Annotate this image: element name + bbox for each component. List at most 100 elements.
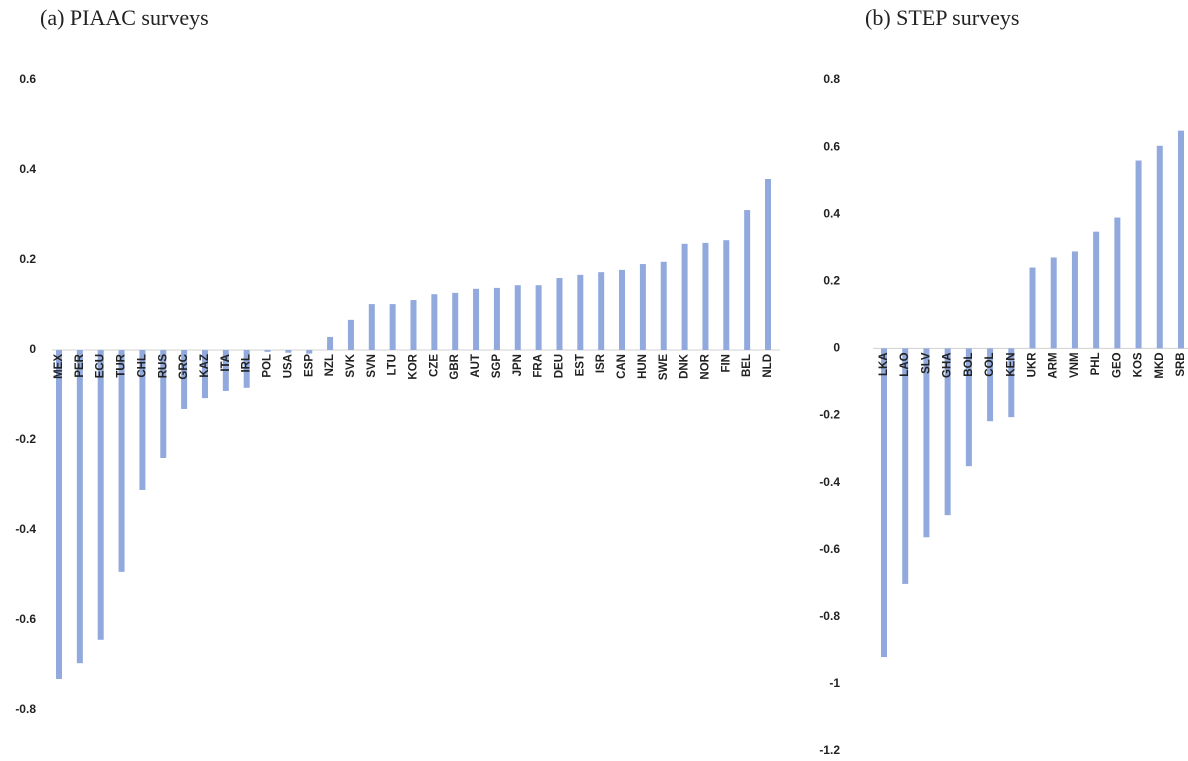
y-tick-label: 0: [29, 342, 36, 356]
y-tick-label: 0.8: [823, 72, 840, 86]
bar: [181, 350, 188, 409]
bar: [347, 319, 354, 350]
x-tick-label: GHA: [942, 352, 954, 378]
bar: [965, 348, 972, 467]
bar: [1114, 217, 1121, 349]
bar: [1029, 267, 1036, 349]
bar: [97, 350, 104, 640]
x-tick-label: SWE: [658, 354, 670, 381]
x-tick-label: CHL: [136, 354, 148, 378]
x-tick-label: SLV: [920, 352, 932, 374]
x-tick-label: MEX: [53, 354, 65, 379]
x-tick-label: SVK: [345, 353, 357, 377]
x-tick-label: COL: [984, 352, 996, 376]
x-tick-label: DNK: [679, 353, 691, 379]
bar: [619, 269, 626, 350]
bar: [76, 350, 83, 664]
bar: [902, 348, 909, 584]
bar: [598, 272, 605, 350]
x-tick-label: IRL: [241, 354, 253, 373]
y-tick-label: -0.4: [819, 475, 840, 489]
chart-title: (a) PIAAC surveys: [40, 5, 209, 30]
x-tick-label: KOS: [1133, 352, 1145, 377]
x-tick-label: NZL: [324, 354, 336, 376]
x-tick-label: PER: [74, 353, 86, 377]
x-tick-label: KEN: [1005, 352, 1017, 376]
bar: [201, 350, 208, 399]
x-tick-label: CAN: [616, 354, 628, 379]
x-tick-label: ISR: [595, 353, 607, 373]
bar: [493, 287, 500, 350]
x-tick-label: CZE: [428, 354, 440, 377]
bar: [765, 179, 771, 350]
bar: [660, 261, 667, 350]
x-tick-label: USA: [282, 354, 294, 378]
x-tick-label: POL: [262, 354, 274, 378]
bar: [702, 242, 709, 350]
x-tick-label: FIN: [720, 354, 732, 373]
bar: [1008, 348, 1015, 418]
x-tick-label: HUN: [637, 354, 649, 379]
bar: [264, 350, 271, 352]
x-tick-label: RUS: [157, 354, 169, 379]
bar: [222, 350, 229, 391]
bar: [1135, 160, 1142, 349]
y-tick-label: -0.2: [15, 432, 36, 446]
y-tick-label: -0.6: [819, 542, 840, 556]
x-tick-label: GEO: [1111, 352, 1123, 378]
y-tick-label: 0.2: [19, 252, 36, 266]
bar: [285, 350, 292, 353]
bar: [389, 304, 396, 350]
x-tick-label: LTU: [387, 354, 399, 376]
y-tick-label: -0.8: [819, 609, 840, 623]
x-tick-label: ECU: [95, 354, 107, 378]
x-tick-label: VNM: [1069, 352, 1081, 378]
bar: [431, 294, 438, 350]
bar: [681, 243, 688, 350]
bar: [639, 264, 646, 350]
bar: [1050, 257, 1057, 349]
bar: [577, 274, 584, 350]
y-tick-label: 0.4: [823, 206, 840, 220]
bar: [56, 350, 62, 679]
x-tick-label: ARM: [1048, 352, 1060, 378]
bar: [1071, 251, 1078, 349]
y-tick-label: -1.2: [819, 743, 840, 757]
x-tick-label: LAO: [899, 352, 911, 376]
x-tick-label: PHL: [1090, 352, 1102, 375]
bar: [514, 285, 521, 350]
bar: [452, 292, 459, 350]
x-tick-label: EST: [574, 354, 586, 376]
bar: [306, 350, 313, 354]
chart-title: (b) STEP surveys: [865, 5, 1019, 30]
bar: [881, 348, 887, 658]
y-tick-label: -0.4: [15, 522, 36, 536]
x-tick-label: LKA: [878, 352, 890, 376]
y-tick-label: -1: [829, 676, 840, 690]
x-tick-label: SVN: [366, 354, 378, 378]
bar: [327, 336, 334, 350]
bar: [923, 348, 930, 538]
bar: [987, 348, 994, 422]
x-tick-label: BEL: [741, 354, 753, 377]
x-tick-label: TUR: [116, 353, 128, 377]
bar: [723, 240, 730, 350]
bar: [535, 285, 542, 350]
bar: [744, 210, 751, 350]
bar: [944, 348, 951, 516]
x-tick-label: SRB: [1175, 352, 1187, 376]
x-tick-label: JPN: [512, 354, 524, 376]
x-tick-label: NLD: [762, 354, 774, 378]
bar: [410, 300, 417, 350]
bar: [1178, 130, 1184, 349]
x-tick-label: AUT: [470, 354, 482, 378]
x-tick-label: MKD: [1154, 352, 1166, 378]
x-tick-label: UKR: [1027, 352, 1039, 378]
x-tick-label: FRA: [533, 354, 545, 378]
x-tick-label: BOL: [963, 352, 975, 376]
y-tick-label: 0: [833, 341, 840, 355]
y-tick-label: -0.6: [15, 612, 36, 626]
x-tick-label: KAZ: [199, 354, 211, 378]
y-tick-label: 0.6: [823, 139, 840, 153]
